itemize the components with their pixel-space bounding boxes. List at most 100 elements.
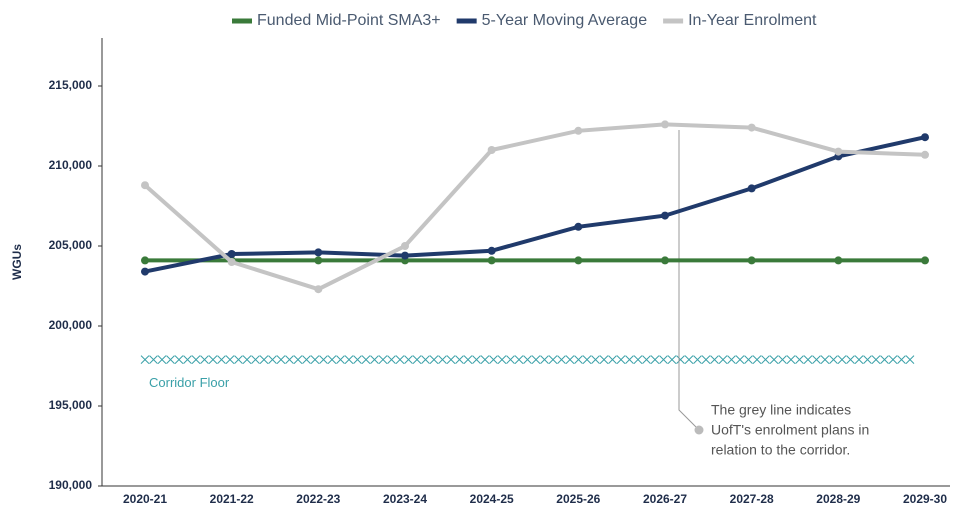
corridor-floor-mark [353, 355, 362, 364]
corridor-floor-mark [378, 355, 388, 364]
callout-line [678, 130, 700, 431]
series-line [143, 122, 926, 292]
point [487, 146, 496, 154]
corridor-floor-mark [404, 355, 413, 364]
point [661, 256, 669, 265]
corridor-floor-mark [718, 355, 728, 364]
point [227, 250, 236, 258]
point [921, 133, 929, 142]
corridor-floor-mark [217, 355, 226, 364]
x-tick-label: 2023-24 [383, 492, 427, 506]
corridor-floor-mark [480, 355, 490, 364]
corridor-floor-mark [778, 355, 787, 364]
point [834, 256, 843, 265]
corridor-floor-mark [285, 355, 294, 364]
point [227, 258, 236, 266]
corridor-floor-mark [880, 355, 889, 364]
x-tick-label: 2029-30 [903, 492, 947, 506]
corridor-floor-mark [633, 355, 643, 364]
corridor-floor-mark [599, 355, 609, 364]
corridor-floor-mark [489, 355, 498, 364]
legend-label: Funded Mid-Point SMA3+ [257, 12, 441, 29]
corridor-floor-mark [251, 355, 260, 364]
corridor-floor-mark [786, 355, 796, 364]
corridor-floor-mark [234, 355, 243, 364]
corridor-floor-mark [863, 355, 872, 364]
point [921, 256, 929, 265]
corridor-floor-mark [310, 355, 320, 364]
corridor-floor-mark [905, 355, 915, 364]
corridor-floor-mark [191, 355, 201, 364]
point [401, 242, 409, 250]
corridor-floor-mark [455, 355, 464, 364]
point [574, 222, 583, 231]
corridor-floor-mark [548, 355, 558, 364]
x-tick-label: 2028-29 [816, 492, 860, 506]
point [314, 256, 323, 265]
corridor-floor-mark [693, 355, 702, 364]
point [487, 246, 496, 255]
corridor-floor-mark [523, 355, 532, 364]
point [661, 120, 669, 129]
x-tick-label: 2026-27 [643, 492, 687, 506]
corridor-floor-mark [812, 355, 821, 364]
corridor-floor-mark [854, 355, 864, 364]
corridor-floor-mark [608, 355, 617, 364]
point [574, 126, 583, 135]
corridor-floor-mark [506, 355, 515, 364]
y-tick-label: 200,000 [49, 318, 93, 332]
corridor-floor-mark [429, 355, 439, 364]
x-tick-label: 2020-21 [123, 492, 167, 506]
corridor-floor-mark [200, 355, 209, 364]
point [661, 211, 669, 220]
point [141, 267, 149, 276]
corridor-floor-mark [769, 355, 779, 364]
corridor-floor-mark [140, 355, 150, 364]
y-tick-label: 195,000 [49, 398, 93, 412]
corridor-floor-mark [387, 355, 396, 364]
corridor-floor-mark [591, 355, 600, 364]
point [921, 150, 929, 159]
corridor-floor-mark [302, 355, 311, 364]
corridor-floor-mark [837, 355, 847, 364]
corridor-floor-mark [149, 355, 158, 364]
corridor-floor-mark [463, 355, 473, 364]
series-line [144, 135, 926, 274]
x-tick-label: 2022-23 [296, 492, 340, 506]
corridor-floor-mark [259, 355, 269, 364]
corridor-floor-mark [684, 355, 694, 364]
corridor-floor-mark [183, 355, 192, 364]
corridor-floor-mark [846, 355, 855, 364]
corridor-floor-mark [327, 355, 337, 364]
corridor-floor-mark [268, 355, 277, 364]
corridor-floor-mark [820, 355, 830, 364]
corridor-floor-mark [421, 355, 430, 364]
point [401, 251, 409, 260]
corridor-floor-mark [208, 355, 218, 364]
corridor-floor-mark [710, 355, 719, 364]
corridor-floor-mark [412, 355, 422, 364]
x-tick-label: 2025-26 [556, 492, 600, 506]
legend-label: 5-Year Moving Average [482, 12, 648, 29]
corridor-floor-mark [395, 355, 405, 364]
point [747, 256, 756, 265]
corridor-floor-mark [361, 355, 371, 364]
corridor-floor-mark [344, 355, 354, 364]
corridor-floor-mark [157, 355, 167, 364]
corridor-floor-mark [667, 355, 677, 364]
corridor-floor-mark [727, 355, 736, 364]
callout-dot [694, 425, 704, 435]
corridor-floor-mark [557, 355, 566, 364]
corridor-floor-mark [659, 355, 668, 364]
y-tick-label: 205,000 [49, 238, 93, 252]
y-tick-label: 215,000 [49, 78, 93, 92]
point [574, 256, 583, 265]
corridor-floor-mark [735, 355, 745, 364]
point [314, 248, 323, 257]
corridor-floor-mark [370, 355, 379, 364]
legend-label: In-Year Enrolment [688, 12, 817, 29]
corridor-floor-mark [438, 355, 447, 364]
corridor-floor-mark [319, 355, 328, 364]
y-tick-label: 190,000 [49, 478, 93, 492]
